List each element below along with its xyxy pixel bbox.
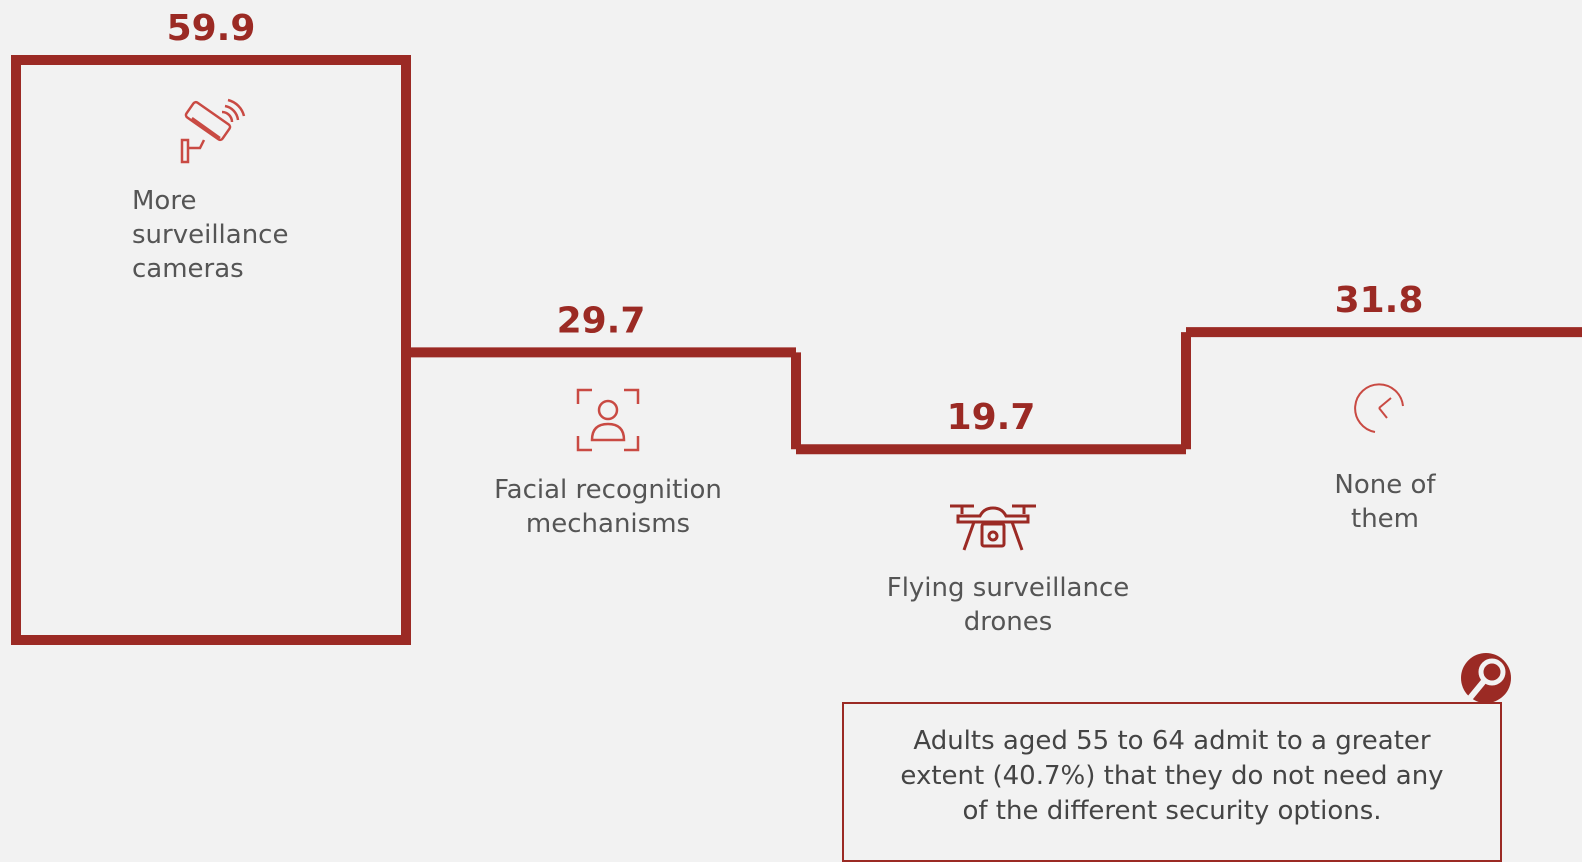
step-bar-cameras — [11, 55, 411, 645]
security-camera-icon — [180, 98, 246, 164]
category-label-facial-recognition: Facial recognition mechanisms — [494, 475, 722, 539]
magnifier-icon — [1461, 653, 1511, 703]
category-label-none: None of them — [1334, 470, 1436, 534]
value-label-none: 31.8 — [1335, 280, 1424, 321]
step-chart: 59.9 29.7 19.7 31.8 — [11, 8, 1582, 703]
value-label-drones: 19.7 — [947, 397, 1036, 438]
face-recognition-icon — [576, 388, 640, 452]
drone-icon — [950, 504, 1036, 551]
insight-note-box: Adults aged 55 to 64 admit to a greater … — [842, 702, 1502, 862]
category-label-drones: Flying surveillance drones — [886, 573, 1130, 637]
value-label-cameras: 59.9 — [167, 8, 256, 49]
category-label-cameras: More surveillance cameras — [132, 186, 289, 284]
clock-icon — [1354, 383, 1404, 433]
value-label-facial-recognition: 29.7 — [557, 300, 646, 341]
insight-note-text: Adults aged 55 to 64 admit to a greater … — [900, 726, 1444, 826]
